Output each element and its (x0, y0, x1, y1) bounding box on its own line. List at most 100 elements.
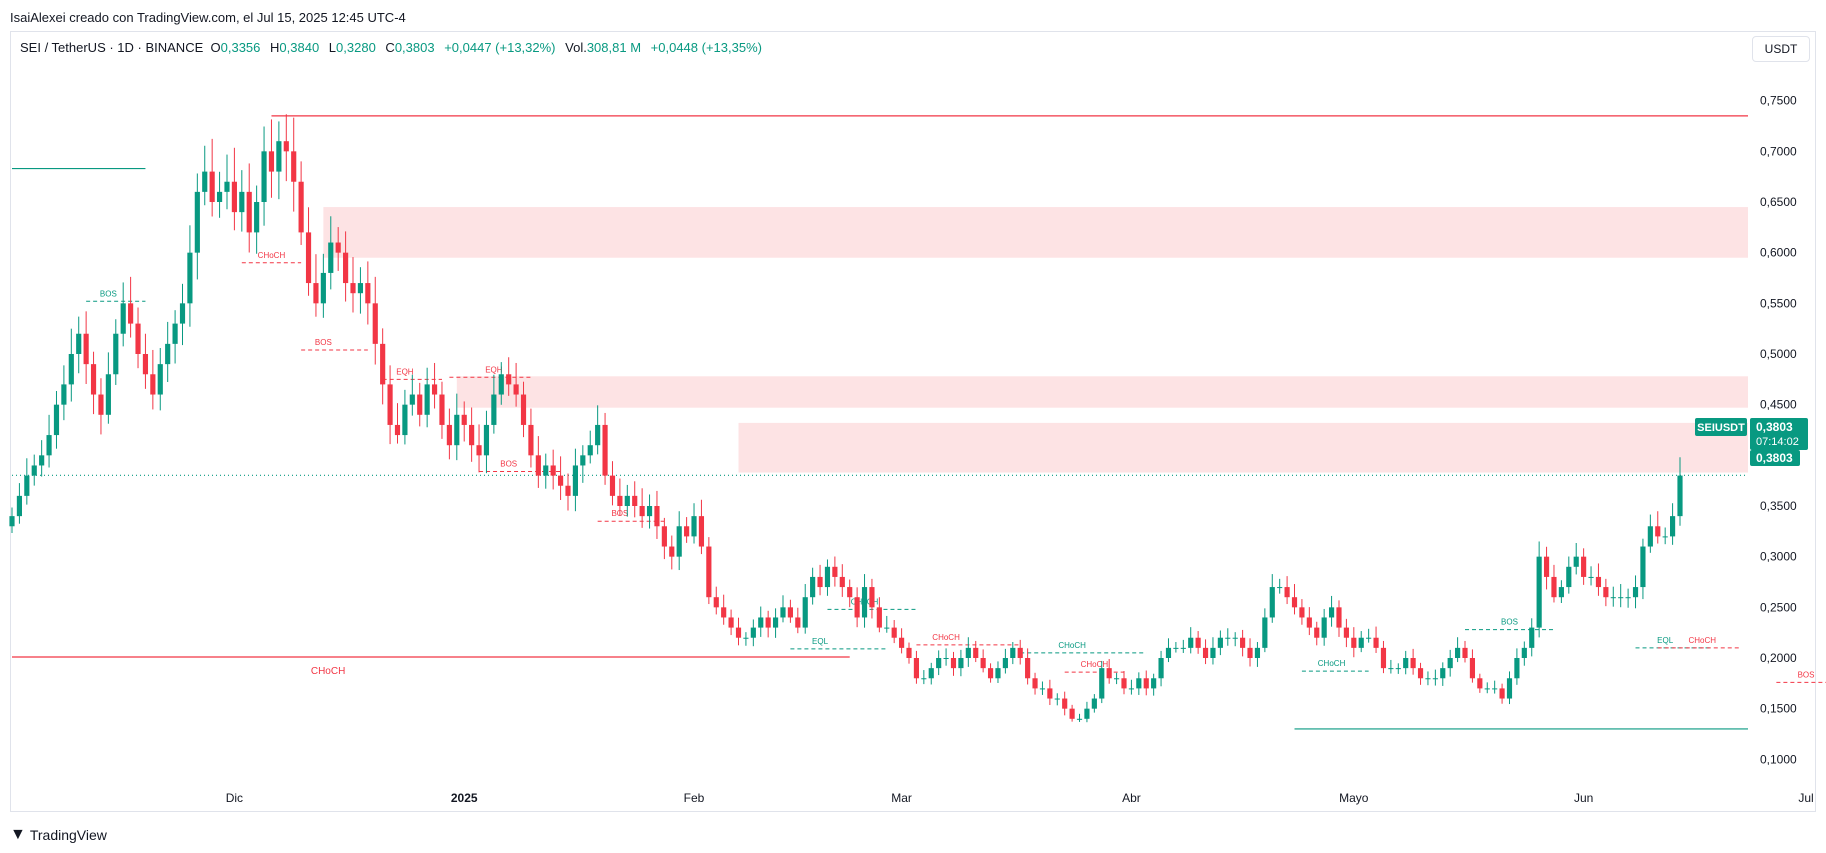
candle-110 (824, 559, 831, 596)
candle-14 (113, 319, 119, 385)
candle-body (135, 323, 141, 354)
candle-120 (899, 628, 905, 654)
candle-68 (513, 362, 519, 407)
candle-body (869, 587, 875, 608)
candle-108 (810, 567, 816, 605)
candle-183 (1366, 628, 1372, 643)
candle-body (417, 394, 423, 415)
candle-body (1032, 678, 1038, 689)
x-axis: Dic 2025 Feb Mar Abr Mayo Jun Jul (226, 791, 1814, 805)
candle-body (1351, 637, 1357, 648)
candle-body (1284, 587, 1290, 598)
candle-144 (1076, 713, 1083, 722)
candle-100 (750, 619, 756, 647)
candle-body (1232, 637, 1238, 639)
candle-132 (987, 663, 994, 683)
candle-90 (676, 511, 682, 571)
y-tick-label: 0,7500 (1760, 94, 1797, 108)
candle-body (224, 181, 230, 192)
candle-body (1321, 617, 1327, 638)
candle-202 (1506, 671, 1513, 705)
candle-77 (580, 445, 586, 483)
candle-body (824, 566, 831, 588)
candle-body (1084, 708, 1090, 719)
candle-body (1625, 597, 1631, 599)
candle-body (335, 242, 341, 253)
candle-22 (172, 310, 178, 364)
candle-223 (1662, 527, 1668, 545)
candle-152 (1136, 672, 1142, 695)
candle-body (810, 576, 816, 598)
chart-frame[interactable] (10, 31, 1816, 812)
candle-body (565, 485, 571, 496)
candle-body (268, 151, 275, 172)
candle-5 (46, 414, 52, 468)
candle-body (83, 333, 89, 365)
candle-body (498, 374, 504, 395)
candle-33 (254, 185, 260, 254)
candle-body (506, 374, 512, 385)
candle-body (817, 576, 823, 588)
candle-body (1632, 587, 1639, 598)
price-tag-symbol-box (1695, 418, 1747, 436)
candle-body (1143, 678, 1149, 689)
currency-button[interactable]: USDT (1752, 36, 1810, 62)
candle-body (16, 495, 22, 517)
candle-body (483, 424, 490, 456)
candle-body (1514, 658, 1520, 679)
candle-body (558, 475, 564, 486)
candle-23 (179, 283, 186, 346)
candle-135 (1010, 642, 1016, 665)
candle-body (1076, 718, 1083, 720)
candle-body (728, 617, 734, 628)
candle-body (1299, 607, 1305, 618)
candle-body (1610, 597, 1616, 599)
candle-body (120, 303, 126, 334)
candle-body (1432, 678, 1438, 680)
candle-118 (884, 615, 890, 633)
candle-15 (120, 282, 126, 347)
candle-body (973, 647, 979, 658)
candle-13 (105, 352, 111, 424)
candle-body (928, 668, 934, 679)
symbol-label[interactable]: SEI / TetherUS · 1D · BINANCE (20, 40, 204, 55)
candle-193 (1440, 662, 1446, 686)
candle-body (765, 617, 771, 628)
candle-body (1254, 647, 1261, 658)
y-tick-label: 0,2000 (1760, 651, 1797, 665)
candle-body (1536, 556, 1542, 628)
candle-81 (609, 461, 616, 506)
candle-body (713, 597, 719, 608)
candle-7 (61, 365, 67, 421)
candle-76 (572, 448, 578, 512)
candle-171 (1277, 578, 1283, 594)
candle-178 (1328, 595, 1335, 627)
candle-60 (454, 393, 460, 461)
structure-label-12: CHoCH (1318, 659, 1346, 668)
candle-body (239, 191, 245, 213)
candle-body (113, 333, 119, 375)
candle-body (1025, 658, 1031, 679)
candle-body (1618, 597, 1624, 599)
candle-body (1158, 658, 1164, 679)
candle-37 (283, 114, 289, 182)
candle-47 (357, 267, 364, 314)
last-price-box (1750, 450, 1800, 466)
candle-body (1054, 698, 1060, 700)
tradingview-logo-icon: ▼ (10, 826, 26, 843)
x-tick-label: Mar (891, 791, 912, 805)
candle-98 (735, 617, 742, 646)
candle-body (46, 435, 52, 456)
candle-body (1062, 698, 1068, 709)
candle-165 (1232, 632, 1238, 647)
candle-body (246, 191, 252, 233)
candle-53 (402, 389, 408, 445)
tradingview-footer[interactable]: ▼ TradingView (10, 826, 107, 844)
candle-96 (721, 594, 727, 625)
candle-143 (1069, 704, 1075, 722)
candle-59 (446, 408, 452, 460)
price-tag-symbol: SEIUSDT (1697, 422, 1745, 434)
candle-body (891, 627, 897, 638)
candle-body (520, 394, 527, 425)
